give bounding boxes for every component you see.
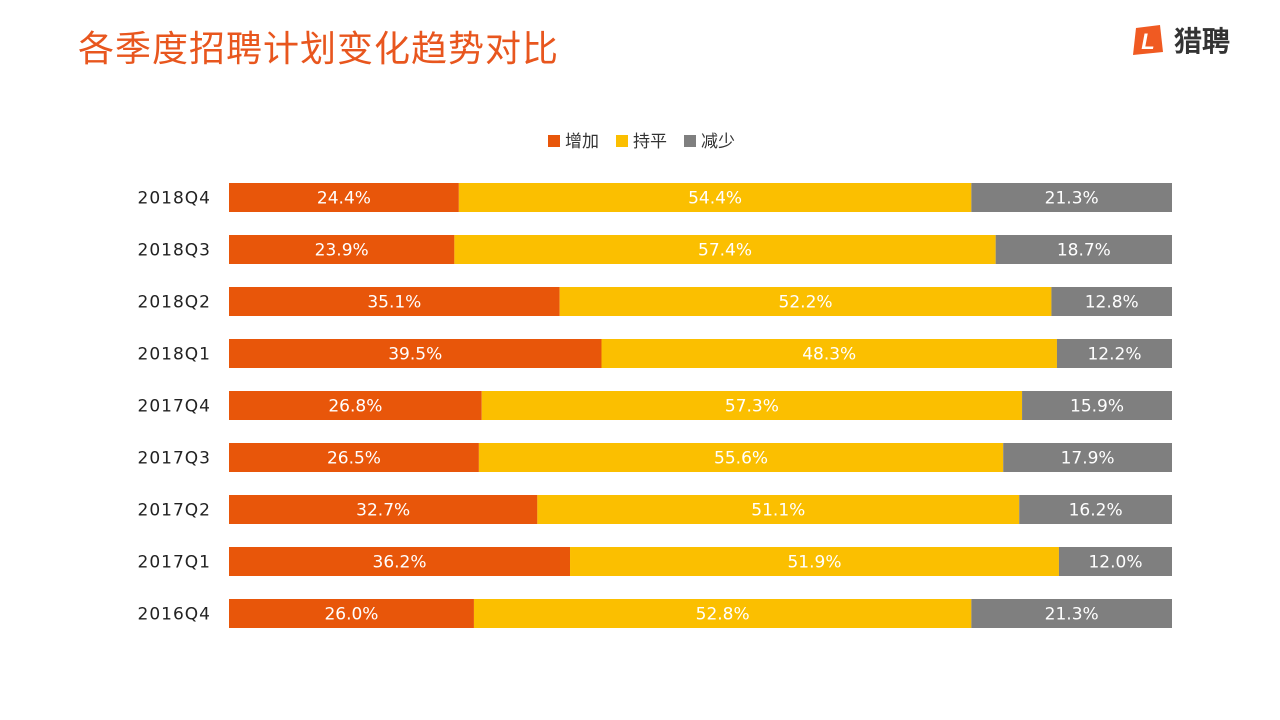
category-label-2017Q3: 2017Q3: [138, 449, 211, 469]
legend-swatch-1: [548, 135, 560, 147]
legend-item-3: 减少: [684, 132, 735, 152]
page-title: 各季度招聘计划变化趋势对比: [78, 29, 560, 70]
legend-label-1: 增加: [565, 132, 599, 152]
data-label-2017Q4-2: 57.3%: [725, 397, 779, 417]
bar-row-2018Q2: 2018Q2 35.1% 52.2% 12.8%: [138, 287, 1172, 316]
data-label-2017Q3-1: 26.5%: [327, 449, 381, 469]
bar-row-2018Q3: 2018Q3 23.9% 57.4% 18.7%: [138, 235, 1172, 264]
logo-mark-shape: [1133, 25, 1163, 55]
bar-segment-2017Q3-3: [1003, 443, 1172, 472]
data-label-2017Q1-2: 51.9%: [787, 553, 841, 573]
bar-segment-2017Q4-2: [481, 391, 1023, 420]
bar-row-2016Q4: 2016Q4 26.0% 52.8% 21.3%: [138, 599, 1172, 628]
data-label-2018Q2-1: 35.1%: [367, 293, 421, 313]
bar-segment-2018Q2-2: [559, 287, 1052, 316]
bar-segment-2018Q1-3: [1056, 339, 1172, 368]
data-label-2018Q2-2: 52.2%: [779, 293, 833, 313]
bar-row-2017Q2: 2017Q2 32.7% 51.1% 16.2%: [138, 495, 1172, 524]
bar-segment-2018Q2-1: [229, 287, 560, 316]
data-label-2018Q1-2: 48.3%: [802, 345, 856, 365]
bar-row-2017Q4: 2017Q4 26.8% 57.3% 15.9%: [138, 391, 1172, 420]
data-label-2017Q4-3: 15.9%: [1070, 397, 1124, 417]
bar-segment-2018Q1-1: [229, 339, 602, 368]
bar-segment-2018Q3-3: [995, 235, 1172, 264]
data-label-2018Q1-1: 39.5%: [388, 345, 442, 365]
category-label-2018Q3: 2018Q3: [138, 241, 211, 261]
bar-segment-2018Q3-2: [454, 235, 996, 264]
data-label-2017Q3-2: 55.6%: [714, 449, 768, 469]
data-label-2018Q2-3: 12.8%: [1085, 293, 1139, 313]
bar-segment-2017Q3-1: [229, 443, 479, 472]
bar-segment-2018Q3-1: [229, 235, 455, 264]
category-label-2017Q4: 2017Q4: [138, 397, 211, 417]
brand-logo-text: 猎聘: [1174, 25, 1231, 58]
legend-swatch-3: [684, 135, 696, 147]
bar-segment-2016Q4-2: [473, 599, 972, 628]
bar-segment-2017Q2-3: [1019, 495, 1172, 524]
data-label-2018Q4-2: 54.4%: [688, 189, 742, 209]
data-label-2017Q2-3: 16.2%: [1069, 501, 1123, 521]
data-label-2018Q1-3: 12.2%: [1087, 345, 1141, 365]
category-label-2018Q1: 2018Q1: [138, 345, 211, 365]
bar-segment-2017Q1-2: [570, 547, 1059, 576]
data-label-2017Q1-3: 12.0%: [1088, 553, 1142, 573]
bar-segment-2016Q4-3: [971, 599, 1172, 628]
data-label-2018Q3-3: 18.7%: [1057, 241, 1111, 261]
data-label-2017Q4-1: 26.8%: [328, 397, 382, 417]
legend-item-2: 持平: [616, 132, 667, 152]
brand-logo-icon: L: [1133, 25, 1163, 55]
bar-row-2017Q1: 2017Q1 36.2% 51.9% 12.0%: [138, 547, 1172, 576]
bar-segment-2017Q1-1: [229, 547, 571, 576]
bar-segment-2017Q4-1: [229, 391, 482, 420]
category-label-2018Q4: 2018Q4: [138, 189, 211, 209]
legend-item-1: 增加: [548, 132, 599, 152]
bar-segment-2017Q1-3: [1058, 547, 1172, 576]
bar-segment-2018Q1-2: [601, 339, 1057, 368]
data-label-2018Q3-1: 23.9%: [315, 241, 369, 261]
bar-segment-2017Q2-1: [229, 495, 538, 524]
data-label-2018Q4-3: 21.3%: [1045, 189, 1099, 209]
category-label-2017Q2: 2017Q2: [138, 501, 211, 521]
bar-segment-2017Q3-2: [478, 443, 1004, 472]
bar-row-2017Q3: 2017Q3 26.5% 55.6% 17.9%: [138, 443, 1172, 472]
bar-row-2018Q4: 2018Q4 24.4% 54.4% 21.3%: [138, 183, 1172, 212]
data-label-2017Q2-2: 51.1%: [751, 501, 805, 521]
category-label-2016Q4: 2016Q4: [138, 605, 211, 625]
legend-label-2: 持平: [633, 132, 667, 152]
bar-row-2018Q1: 2018Q1 39.5% 48.3% 12.2%: [138, 339, 1172, 368]
legend-swatch-2: [616, 135, 628, 147]
bar-segment-2018Q4-3: [971, 183, 1172, 212]
logo-mark-letter: L: [1141, 29, 1154, 54]
bar-segment-2016Q4-1: [229, 599, 474, 628]
data-label-2017Q1-1: 36.2%: [373, 553, 427, 573]
data-label-2016Q4-3: 21.3%: [1045, 605, 1099, 625]
brand-logo: L 猎聘: [1130, 22, 1230, 58]
bar-segment-2017Q2-2: [537, 495, 1020, 524]
data-label-2017Q2-1: 32.7%: [356, 501, 410, 521]
bar-segment-2018Q4-1: [229, 183, 459, 212]
bar-segment-2018Q2-3: [1051, 287, 1172, 316]
legend-label-3: 减少: [701, 132, 735, 152]
category-label-2018Q2: 2018Q2: [138, 293, 211, 313]
data-label-2016Q4-1: 26.0%: [324, 605, 378, 625]
category-label-2017Q1: 2017Q1: [138, 553, 211, 573]
data-label-2018Q3-2: 57.4%: [698, 241, 752, 261]
bar-segment-2018Q4-2: [458, 183, 972, 212]
data-label-2017Q3-3: 17.9%: [1061, 449, 1115, 469]
bar-segment-2017Q4-3: [1022, 391, 1172, 420]
data-label-2018Q4-1: 24.4%: [317, 189, 371, 209]
data-label-2016Q4-2: 52.8%: [696, 605, 750, 625]
